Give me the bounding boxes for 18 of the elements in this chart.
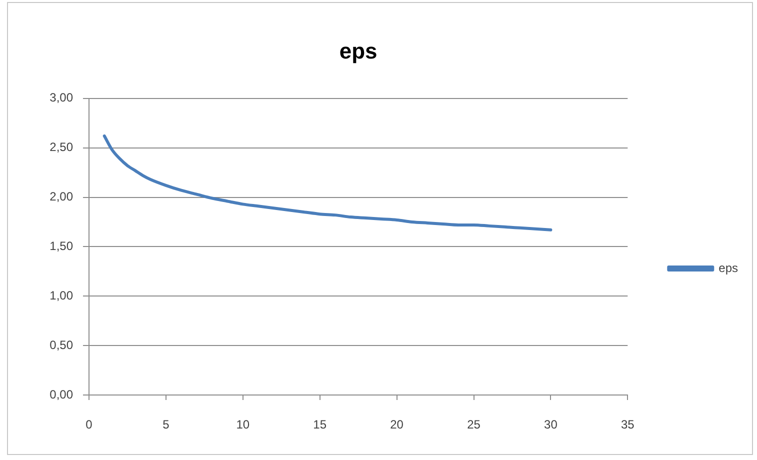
y-tick-label: 2,00 bbox=[50, 190, 74, 204]
line-series bbox=[102, 134, 552, 232]
x-tick-label: 30 bbox=[544, 418, 558, 432]
y-tick-label: 0,50 bbox=[50, 338, 74, 352]
y-tick-label: 1,50 bbox=[50, 239, 74, 254]
y-tick-label: 2,50 bbox=[50, 140, 74, 154]
x-tick-label: 35 bbox=[620, 418, 635, 432]
legend-label: eps bbox=[718, 260, 738, 275]
chart-title: eps bbox=[339, 38, 378, 64]
x-tick-label: 5 bbox=[162, 418, 170, 432]
y-tick-label: 0,00 bbox=[50, 387, 74, 402]
x-tick-label: 25 bbox=[467, 418, 481, 432]
y-tick-label: 3,00 bbox=[50, 90, 74, 105]
y-tick-label: 1,00 bbox=[50, 288, 74, 302]
x-tick-label: 10 bbox=[236, 418, 250, 432]
x-tick-label: 15 bbox=[313, 418, 327, 432]
x-tick-label: 0 bbox=[86, 418, 93, 432]
x-tick-label: 20 bbox=[390, 418, 404, 432]
